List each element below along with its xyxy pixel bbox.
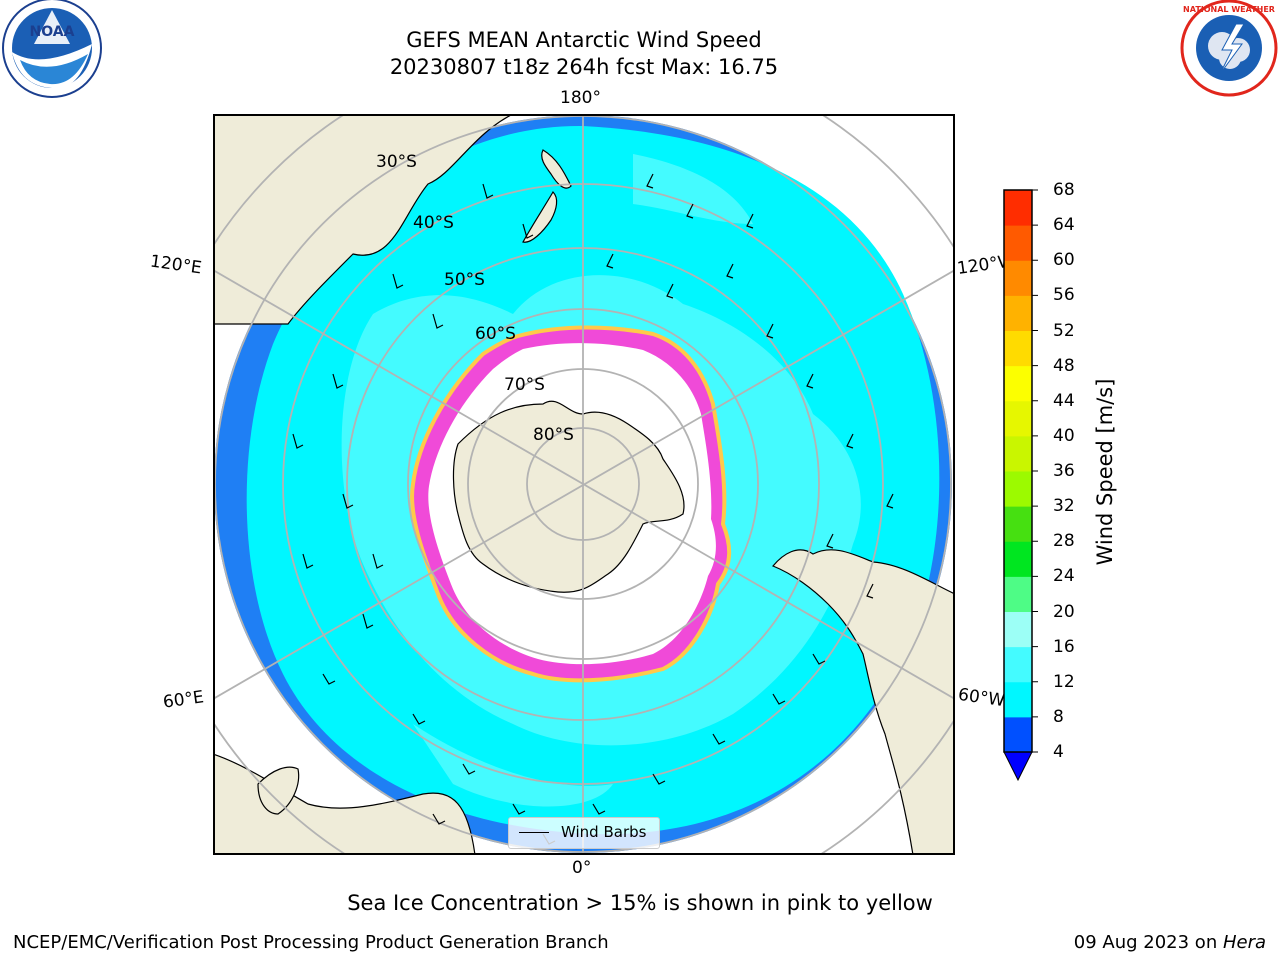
lat-label-50: 50°S xyxy=(444,270,485,290)
lon-label-right-lower: 60°W xyxy=(956,684,1007,712)
colorbar-segment xyxy=(1004,506,1032,542)
colorbar-segment xyxy=(1004,225,1032,261)
lon-label-left-lower: 60°E xyxy=(161,687,206,713)
colorbar-label: Wind Speed [m/s] xyxy=(1093,378,1117,566)
colorbar-segment xyxy=(1004,611,1032,648)
noaa-logo: NOAA xyxy=(0,0,104,100)
polar-map xyxy=(213,114,955,855)
colorbar-segment xyxy=(1004,576,1032,612)
colorbar-tick-label: 24 xyxy=(1053,566,1075,587)
colorbar-tick-label: 32 xyxy=(1053,496,1075,517)
colorbar-tick-label: 68 xyxy=(1053,180,1075,200)
colorbar-tick-label: 28 xyxy=(1053,531,1075,552)
lat-label-60: 60°S xyxy=(475,324,516,344)
title-line-2: 20230807 t18z 264h fcst Max: 16.75 xyxy=(389,55,779,79)
colorbar-tick-label: 44 xyxy=(1053,390,1075,411)
colorbar-tick-label: 40 xyxy=(1053,425,1075,446)
colorbar-canvas xyxy=(1003,189,1038,782)
lat-label-80: 80°S xyxy=(533,425,574,445)
colorbar-extend-arrow xyxy=(1003,751,1033,782)
host-text: Hera xyxy=(1222,932,1266,953)
lat-label-40: 40°S xyxy=(413,213,454,233)
colorbar-segment xyxy=(1004,365,1032,402)
land-new-zealand-north xyxy=(541,149,572,189)
svg-text:NOAA: NOAA xyxy=(30,24,75,40)
svg-text:NATIONAL WEATHER: NATIONAL WEATHER xyxy=(1183,5,1275,14)
date-text: 09 Aug 2023 on xyxy=(1073,932,1223,953)
colorbar-tick-label: 36 xyxy=(1053,461,1075,481)
colorbar-tick-label: 52 xyxy=(1053,320,1075,341)
lon-label-top: 180° xyxy=(560,88,601,108)
colorbar-segment xyxy=(1004,330,1032,367)
land-africa xyxy=(214,753,476,854)
colorbar-segment xyxy=(1004,681,1032,718)
lon-label-left-upper: 120°E xyxy=(148,251,203,279)
colorbar-segment xyxy=(1004,471,1032,507)
colorbar-tick-label: 20 xyxy=(1053,601,1075,622)
credit-text: NCEP/EMC/Verification Post Processing Pr… xyxy=(13,932,609,953)
land-madagascar xyxy=(257,766,300,815)
wind-barb-legend-label: Wind Barbs xyxy=(561,823,647,841)
land-australia xyxy=(214,115,513,325)
colorbar-segment xyxy=(1004,435,1032,472)
colorbar-tick-label: 56 xyxy=(1053,285,1075,306)
colorbar-segment xyxy=(1004,541,1032,577)
colorbar-segment xyxy=(1004,646,1032,683)
colorbar-tick-label: 8 xyxy=(1053,706,1064,727)
colorbar xyxy=(1000,186,1040,786)
lat-label-70: 70°S xyxy=(504,375,545,395)
lat-label-30: 30°S xyxy=(376,152,417,172)
sea-ice-note: Sea Ice Concentration > 15% is shown in … xyxy=(347,891,933,915)
colorbar-tick-label: 16 xyxy=(1053,636,1075,657)
nws-logo: NATIONAL WEATHER xyxy=(1178,0,1280,100)
date-stamp: 09 Aug 2023 on Hera xyxy=(1074,932,1266,953)
colorbar-tick-label: 60 xyxy=(1053,250,1075,271)
colorbar-tick-label: 64 xyxy=(1053,215,1075,236)
land-new-zealand-south xyxy=(522,191,558,243)
colorbar-segment xyxy=(1004,295,1032,331)
colorbar-ticks: 4 8 12 16 20 24 28 32 36 40 44 48 52 56 60 64 68 xyxy=(1045,180,1085,780)
colorbar-segment xyxy=(1004,716,1032,753)
colorbar-tick-label: 4 xyxy=(1053,742,1064,762)
title-line-1: GEFS MEAN Antarctic Wind Speed xyxy=(406,28,762,52)
map-legend: Wind Barbs xyxy=(508,817,660,849)
wind-barb-legend-line xyxy=(519,832,549,833)
polar-map-canvas xyxy=(213,114,955,855)
colorbar-segment xyxy=(1004,400,1032,437)
colorbar-tick-label: 12 xyxy=(1053,671,1075,692)
colorbar-segment xyxy=(1004,260,1032,296)
colorbar-tick-label: 48 xyxy=(1053,355,1075,376)
colorbar-segment xyxy=(1004,190,1032,226)
lon-label-bottom: 0° xyxy=(572,858,592,878)
